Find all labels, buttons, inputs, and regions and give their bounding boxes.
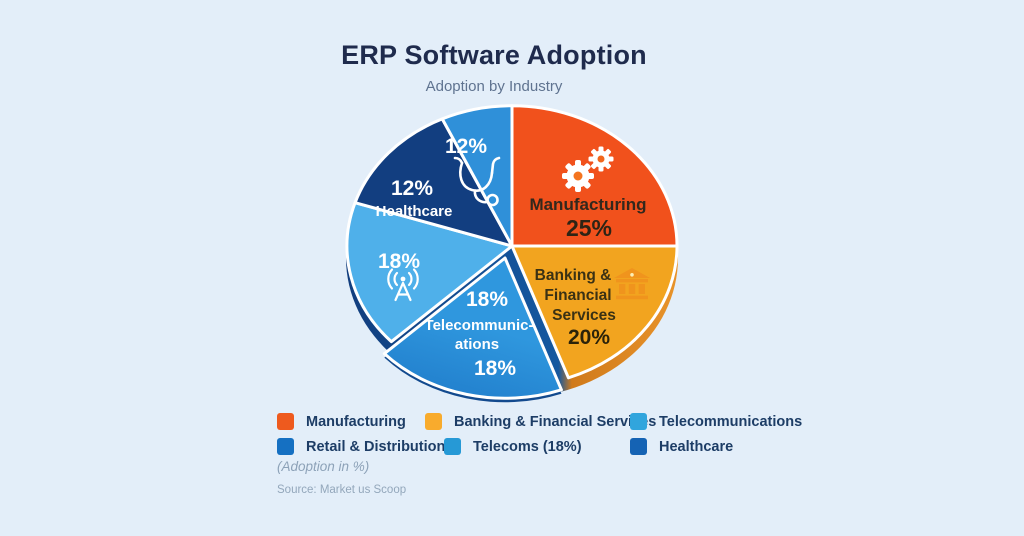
legend-label: Telecommunications [659,413,803,430]
gears-icon [562,146,614,192]
label-antenna-value: 18% [378,250,420,273]
legend-swatch-retail [277,438,294,455]
legend-label: Banking & Financial Services [454,413,657,430]
label-steth-value: 12% [445,135,487,158]
label-banking-line3: Services [552,307,616,324]
label-banking-line2: Financial [544,287,611,304]
pie-slice-telecommunications [384,258,561,398]
label-banking-value: 20% [568,326,610,349]
legend-swatch-healthcare [630,438,647,455]
stethoscope-icon [453,156,501,207]
legend-swatch-banking [425,413,442,430]
label-telecom-value-top: 18% [466,288,508,311]
title-block: ERP Software Adoption Adoption by Indust… [0,40,988,95]
antenna-icon [387,268,419,302]
legend-swatch-telecommunications [630,413,647,430]
source-credit: Source: Market us Scoop [277,484,407,496]
label-manufacturing-value: 25% [566,215,612,241]
legend-swatch-manufacturing [277,413,294,430]
legend-item-healthcare: Healthcare [630,438,733,455]
legend-item-retail: Retail & Distribution [277,438,445,455]
legend-label: Manufacturing [306,413,406,430]
label-manufacturing-name: Manufacturing [529,195,646,214]
label-telecom-value-bottom: 18% [474,357,516,380]
pie-slice-healthcare [355,119,512,246]
label-telecom-line2: ations [455,336,499,353]
legend-swatch-telecoms [444,438,461,455]
label-healthcare-value: 12% [391,177,433,200]
legend-label: Healthcare [659,438,734,455]
pie-slice-banking [512,246,677,378]
legend-label: Telecoms (18%) [473,438,582,455]
label-telecom-line1: Telecommunic- [425,317,534,334]
legend-item-telecommunications: Telecommunications [630,413,802,430]
adoption-unit-note: (Adoption in %) [277,459,370,474]
pie-slice-manufacturing [512,106,677,246]
legend-item-banking: Banking & Financial Services [425,413,656,430]
legend-label: Retail & Distribution [306,438,446,455]
pie-slice-telecoms-antenna [347,203,512,342]
label-banking-line1: Banking & [535,267,612,284]
page-title: ERP Software Adoption [341,40,647,70]
legend-item-telecoms: Telecoms (18%) [444,438,582,455]
label-healthcare-name: Healthcare [376,203,453,220]
pie-slice-healthcare-stethoscope [442,106,512,246]
legend-item-manufacturing: Manufacturing [277,413,406,430]
page-subtitle: Adoption by Industry [425,78,563,95]
bank-icon [614,268,650,300]
